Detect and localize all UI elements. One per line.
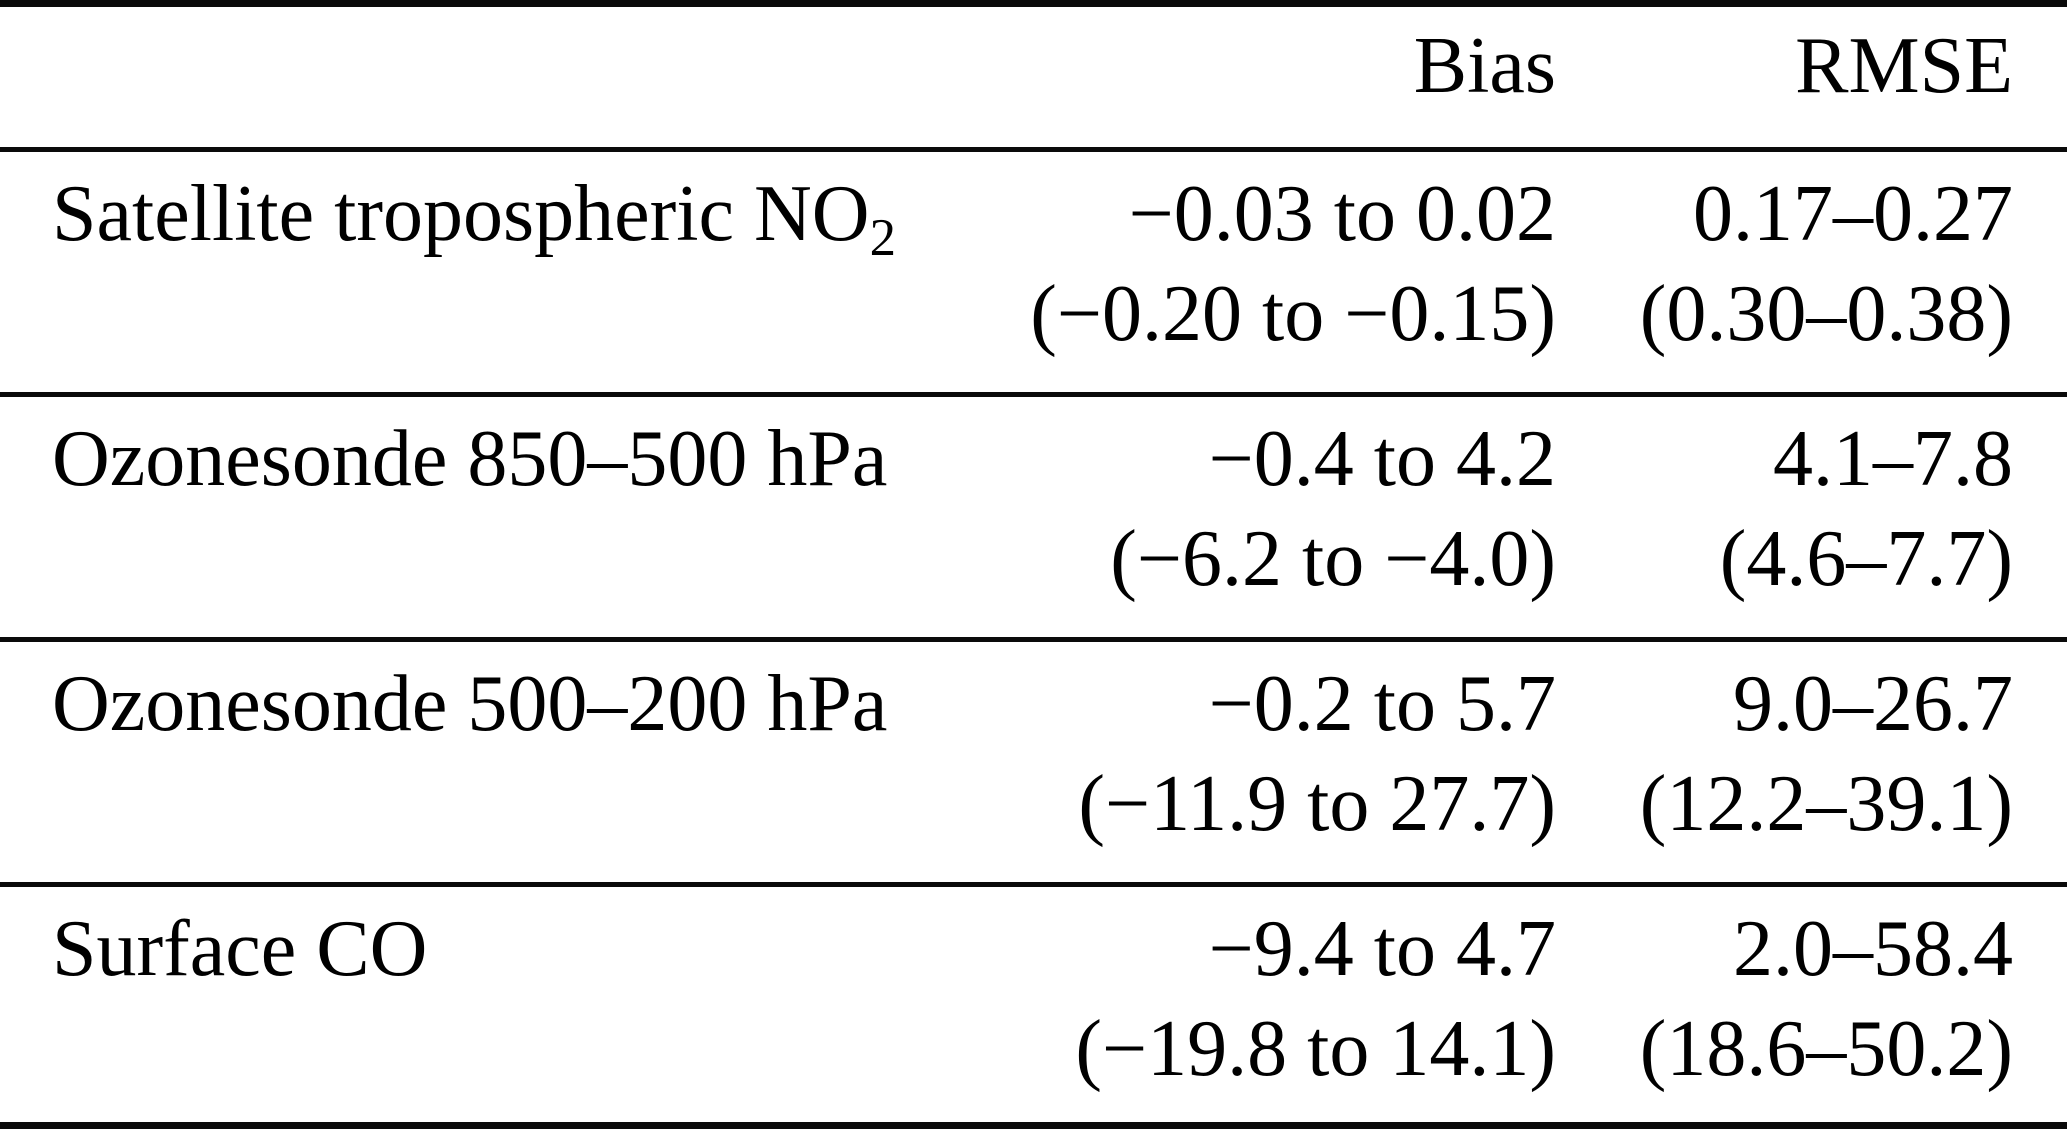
row-label: Ozonesonde 850–500 hPa <box>0 409 996 637</box>
bias-range-paren: (−19.8 to 14.1) <box>1075 1005 1556 1093</box>
bias-range: −9.4 to 4.7 <box>1208 905 1556 993</box>
bias-cell: −9.4 to 4.7 (−19.8 to 14.1) <box>996 899 1556 1122</box>
bias-cell: −0.2 to 5.7 (−11.9 to 27.7) <box>996 654 1556 882</box>
rmse-range-paren: (18.6–50.2) <box>1639 1005 2013 1093</box>
row-label: Satellite tropospheric NO2 <box>0 164 996 392</box>
label-subscript: 2 <box>869 208 896 267</box>
bias-range: −0.4 to 4.2 <box>1208 415 1556 503</box>
table-row-ozonesonde-500-200: Ozonesonde 500–200 hPa −0.2 to 5.7 (−11.… <box>0 637 2067 882</box>
bias-cell: −0.03 to 0.02 (−0.20 to −0.15) <box>996 164 1556 392</box>
rmse-range-paren: (12.2–39.1) <box>1639 760 2013 848</box>
header-empty-cell <box>0 16 996 147</box>
rmse-cell: 9.0–26.7 (12.2–39.1) <box>1556 654 2067 882</box>
table-header-row: Bias RMSE <box>0 7 2067 147</box>
bias-range-paren: (−6.2 to −4.0) <box>1110 515 1556 603</box>
header-rmse: RMSE <box>1795 22 2013 110</box>
rmse-cell: 4.1–7.8 (4.6–7.7) <box>1556 409 2067 637</box>
row-label-text: Ozonesonde 500–200 hPa <box>52 660 888 748</box>
bias-cell: −0.4 to 4.2 (−6.2 to −4.0) <box>996 409 1556 637</box>
rmse-range: 2.0–58.4 <box>1733 905 2013 993</box>
row-label: Ozonesonde 500–200 hPa <box>0 654 996 882</box>
rmse-range-paren: (4.6–7.7) <box>1719 515 2013 603</box>
bias-range-paren: (−0.20 to −0.15) <box>1030 270 1556 358</box>
header-bias: Bias <box>1413 22 1556 110</box>
bias-range: −0.2 to 5.7 <box>1208 660 1556 748</box>
row-label-text: Surface CO <box>52 905 428 993</box>
rmse-cell: 0.17–0.27 (0.30–0.38) <box>1556 164 2067 392</box>
bias-range-paren: (−11.9 to 27.7) <box>1078 760 1556 848</box>
bias-range: −0.03 to 0.02 <box>1128 170 1556 258</box>
row-label-text: Ozonesonde 850–500 hPa <box>52 415 888 503</box>
table-row-surface-co: Surface CO −9.4 to 4.7 (−19.8 to 14.1) 2… <box>0 882 2067 1122</box>
table-row-satellite-no2: Satellite tropospheric NO2 −0.03 to 0.02… <box>0 147 2067 392</box>
table-row-ozonesonde-850-500: Ozonesonde 850–500 hPa −0.4 to 4.2 (−6.2… <box>0 392 2067 637</box>
row-label-text: Satellite tropospheric NO <box>52 170 870 258</box>
row-label: Surface CO <box>0 899 996 1122</box>
rmse-range-paren: (0.30–0.38) <box>1639 270 2013 358</box>
rmse-cell: 2.0–58.4 (18.6–50.2) <box>1556 899 2067 1122</box>
rmse-range: 4.1–7.8 <box>1773 415 2013 503</box>
rmse-range: 0.17–0.27 <box>1693 170 2013 258</box>
rmse-range: 9.0–26.7 <box>1733 660 2013 748</box>
